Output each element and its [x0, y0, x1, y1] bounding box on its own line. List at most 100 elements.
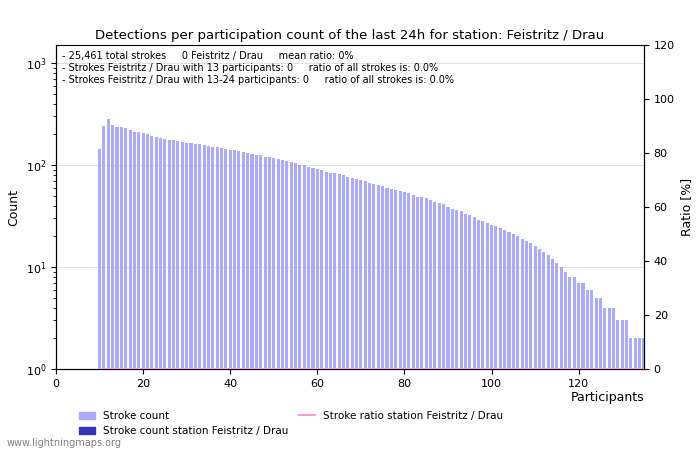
Bar	[312, 168, 314, 450]
Bar	[468, 216, 471, 450]
Text: www.lightningmaps.org: www.lightningmaps.org	[7, 438, 122, 448]
Bar	[155, 136, 158, 450]
Bar	[590, 290, 594, 450]
Bar	[163, 139, 167, 450]
Bar	[102, 126, 106, 450]
Bar	[129, 130, 132, 450]
Bar	[263, 157, 267, 450]
Bar	[276, 159, 280, 450]
Bar	[560, 267, 563, 450]
Bar	[407, 193, 410, 450]
Bar	[268, 157, 271, 450]
Bar	[272, 158, 275, 450]
Bar	[525, 241, 528, 450]
Bar	[451, 209, 454, 450]
Text: Participants: Participants	[570, 392, 644, 405]
Bar	[477, 220, 480, 450]
Bar	[190, 143, 193, 450]
Bar	[233, 150, 236, 450]
Bar	[447, 207, 449, 450]
Bar	[438, 203, 441, 450]
Bar	[647, 369, 650, 450]
Bar	[220, 148, 223, 450]
Bar	[638, 338, 641, 450]
Bar	[412, 195, 414, 450]
Bar	[316, 169, 319, 450]
Bar	[325, 171, 328, 450]
Bar	[111, 125, 114, 450]
Bar	[503, 230, 506, 450]
Bar	[168, 140, 171, 450]
Bar	[629, 338, 633, 450]
Bar	[459, 212, 463, 450]
Bar	[372, 184, 375, 450]
Bar	[337, 174, 341, 450]
Bar	[586, 290, 589, 450]
Bar	[616, 320, 620, 450]
Bar	[307, 167, 310, 450]
Bar	[290, 162, 293, 450]
Bar	[146, 135, 149, 450]
Bar	[346, 176, 349, 450]
Bar	[333, 173, 336, 450]
Bar	[150, 135, 153, 450]
Bar	[542, 252, 545, 450]
Bar	[420, 198, 424, 450]
Bar	[538, 249, 541, 450]
Y-axis label: Count: Count	[7, 189, 20, 225]
Bar	[599, 298, 602, 450]
Bar	[608, 308, 610, 450]
Bar	[490, 225, 493, 450]
Bar	[251, 154, 253, 450]
Bar	[176, 141, 179, 450]
Bar	[634, 338, 637, 450]
Bar	[464, 214, 467, 450]
Title: Detections per participation count of the last 24h for station: Feistritz / Drau: Detections per participation count of th…	[95, 29, 605, 42]
Bar	[98, 149, 101, 450]
Bar	[433, 202, 437, 450]
Bar	[194, 144, 197, 450]
Bar	[355, 179, 358, 450]
Bar	[521, 238, 524, 450]
Bar	[547, 255, 550, 450]
Bar	[255, 155, 258, 450]
Bar	[124, 128, 127, 450]
Bar	[508, 232, 510, 450]
Bar	[368, 183, 371, 450]
Text: - 25,461 total strokes     0 Feistritz / Drau     mean ratio: 0%
- Strokes Feist: - 25,461 total strokes 0 Feistritz / Dra…	[62, 51, 454, 85]
Bar	[577, 283, 580, 450]
Bar	[386, 188, 389, 450]
Bar	[533, 246, 537, 450]
Bar	[329, 173, 332, 450]
Bar	[141, 133, 145, 450]
Bar	[241, 153, 245, 450]
Bar	[172, 140, 175, 450]
Bar	[159, 138, 162, 450]
Bar	[286, 161, 288, 450]
Bar	[529, 243, 532, 450]
Bar	[302, 166, 306, 450]
Bar	[120, 127, 123, 450]
Bar	[216, 147, 218, 450]
Bar	[582, 283, 584, 450]
Bar	[621, 320, 624, 450]
Y-axis label: Ratio [%]: Ratio [%]	[680, 178, 694, 236]
Bar	[442, 204, 445, 450]
Bar	[394, 190, 398, 450]
Bar	[320, 170, 323, 450]
Bar	[390, 189, 393, 450]
Bar	[564, 272, 567, 450]
Bar	[473, 217, 476, 450]
Bar	[516, 236, 519, 450]
Bar	[551, 259, 554, 450]
Bar	[359, 180, 363, 450]
Bar	[455, 210, 458, 450]
Bar	[246, 153, 249, 450]
Bar	[625, 320, 628, 450]
Bar	[482, 221, 484, 450]
Bar	[643, 338, 645, 450]
Bar	[237, 151, 241, 450]
Bar	[398, 191, 402, 450]
Bar	[494, 226, 498, 450]
Bar	[603, 308, 606, 450]
